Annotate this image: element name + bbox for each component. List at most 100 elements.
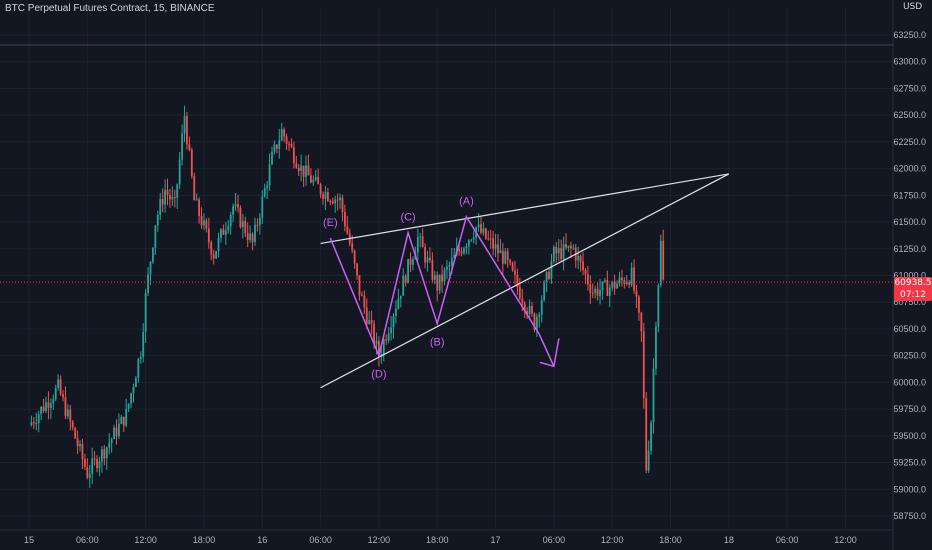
candle-down [555, 246, 558, 254]
candle-down [205, 220, 208, 229]
y-tick-label: 59500.0 [893, 431, 926, 441]
x-tick-label: 06:00 [776, 535, 799, 545]
candle-down [64, 397, 67, 417]
candle-down [309, 175, 312, 183]
lower-trendline [320, 173, 730, 389]
candle-up [195, 199, 198, 201]
chart-title: BTC Perpetual Futures Contract, 15, BINA… [5, 3, 215, 14]
y-tick-label: 60500.0 [893, 324, 926, 334]
candle-down [190, 149, 193, 177]
candle-down [436, 275, 439, 291]
candle-down [307, 165, 310, 176]
x-tick-label: 18:00 [659, 535, 682, 545]
candle-down [492, 238, 495, 249]
candle-down [431, 260, 434, 280]
price-axis[interactable]: 58750.0 59000.0 59250.0 59500.0 59750.0 60000… [893, 30, 926, 521]
candle-up [426, 257, 429, 263]
candle-up [375, 340, 378, 345]
candle-down [96, 458, 98, 469]
candle-down [200, 215, 203, 226]
y-tick-label: 62750.0 [893, 83, 926, 93]
candle-up [616, 283, 618, 289]
candle-up [599, 290, 601, 296]
candle-up [30, 422, 33, 426]
candle-down [237, 204, 239, 208]
y-tick-label: 60250.0 [893, 351, 926, 361]
candle-up [176, 184, 179, 198]
candle-up [494, 244, 497, 249]
candle-up [220, 229, 222, 238]
candle-up [659, 240, 662, 286]
candle-down [290, 144, 293, 148]
candle-up [88, 473, 91, 478]
candle-up [399, 295, 402, 299]
candle-down [285, 136, 288, 144]
candle-down [188, 144, 191, 150]
currency-label[interactable]: USD [903, 2, 923, 12]
candle-down [518, 286, 521, 299]
candle-down [509, 259, 512, 263]
candle-down [69, 409, 72, 422]
candle-up [154, 225, 157, 248]
candle-up [132, 387, 135, 394]
candle-down [331, 201, 334, 204]
candle-up [535, 316, 538, 331]
candle-down [429, 257, 431, 261]
candle-up [164, 190, 166, 205]
candle-up [54, 387, 57, 400]
candle-up [127, 403, 130, 409]
candle-down [628, 282, 631, 285]
candle-down [86, 466, 89, 478]
y-tick-label: 61250.0 [893, 244, 926, 254]
candle-up [368, 320, 371, 324]
candle-down [497, 244, 499, 254]
candle-up [390, 327, 392, 334]
candle-up [144, 292, 147, 333]
candle-down [353, 250, 356, 264]
candle-up [477, 224, 480, 228]
y-tick-label: 59000.0 [893, 484, 926, 494]
candle-down [662, 240, 665, 280]
candle-down [329, 201, 332, 203]
chart-drawings[interactable]: (E) (D) (C) (B) (A) [0, 173, 893, 389]
candle-down [633, 267, 635, 291]
last-price-tag: 60938.5 07:12 [894, 277, 932, 301]
candle-up [594, 288, 597, 294]
candle-down [361, 295, 363, 297]
candle-up [147, 274, 149, 293]
candle-up [224, 230, 227, 235]
candle-down [344, 211, 346, 227]
candle-up [467, 240, 470, 247]
candle-down [356, 263, 358, 276]
candle-down [59, 379, 62, 395]
candle-down [74, 427, 77, 439]
candle-up [125, 408, 128, 426]
y-tick-label: 60750.0 [893, 297, 926, 307]
candle-up [271, 151, 273, 165]
candle-down [161, 199, 164, 205]
candle-down [358, 275, 361, 296]
candle-up [105, 447, 108, 459]
candle-up [261, 196, 264, 218]
candle-up [249, 233, 252, 240]
candle-up [657, 285, 660, 327]
candle-up [57, 379, 60, 388]
candle-up [334, 199, 337, 204]
wave-label: (B) [430, 337, 445, 349]
wave-zigzag [329, 214, 540, 359]
candle-down [212, 254, 215, 259]
candle-up [149, 261, 152, 275]
y-tick-label: 62500.0 [893, 110, 926, 120]
x-tick-label: 17 [491, 535, 501, 545]
candle-up [407, 258, 409, 284]
candle-down [363, 295, 366, 308]
time-axis[interactable]: 15 06:00 12:00 18:00 16 06:00 12:00 18:00 17 06:0… [24, 535, 857, 545]
candle-down [421, 236, 424, 248]
candle-up [217, 237, 220, 252]
x-tick-label: 06:00 [76, 535, 99, 545]
candle-down [76, 438, 79, 447]
y-tick-label: 63000.0 [893, 57, 926, 67]
candle-down [283, 129, 286, 137]
candle-up [273, 144, 276, 152]
